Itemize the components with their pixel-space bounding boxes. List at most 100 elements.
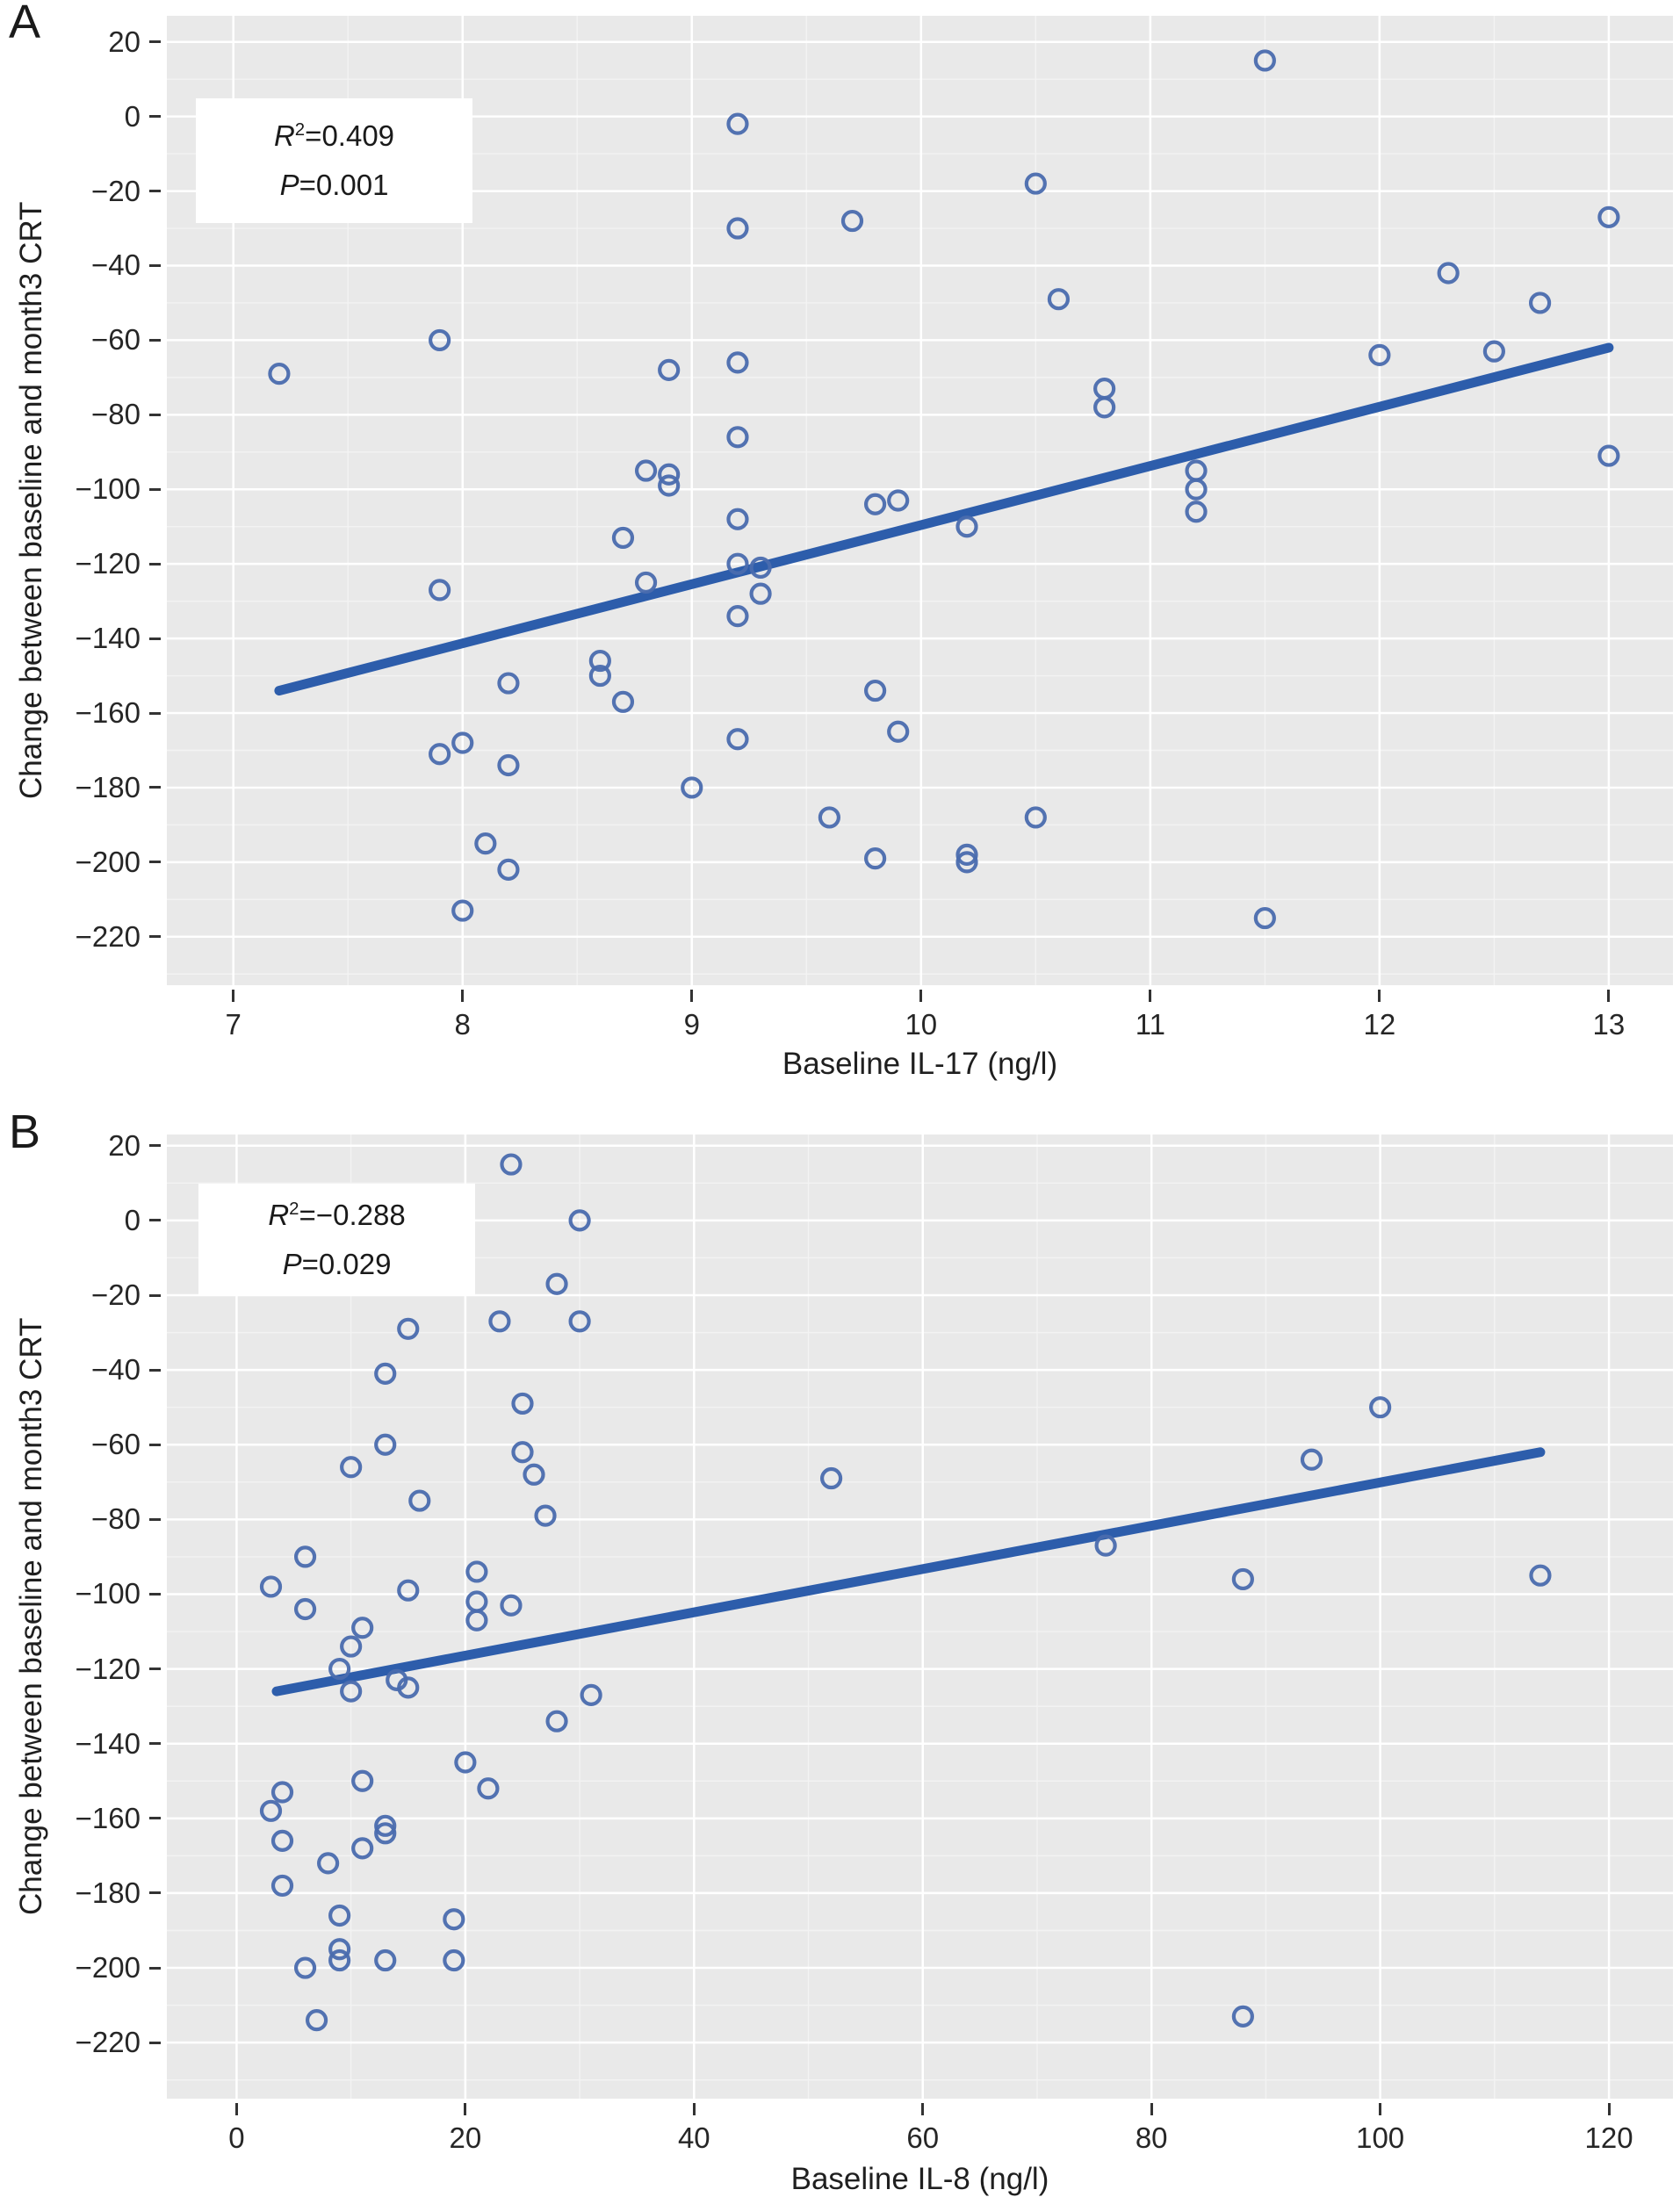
- data-point: [500, 1153, 523, 1176]
- data-point: [429, 328, 451, 352]
- data-point: [465, 1609, 488, 1632]
- x-tick-mark: [1149, 990, 1152, 1002]
- regression-line-A: [274, 342, 1614, 696]
- data-point: [1185, 459, 1208, 482]
- p-value: =0.029: [301, 1248, 392, 1280]
- data-point: [497, 672, 520, 695]
- y-tick-label: −80: [91, 398, 141, 431]
- data-point: [726, 217, 749, 240]
- data-point: [340, 1680, 363, 1703]
- data-point: [1253, 906, 1276, 930]
- y-tick-label: −120: [75, 547, 141, 580]
- data-point: [545, 1710, 568, 1732]
- data-point: [545, 1272, 568, 1295]
- y-tick-label: 20: [108, 25, 141, 58]
- data-point: [351, 1617, 374, 1639]
- stats-box-a: R2=0.409 P=0.001: [196, 98, 472, 223]
- y-tick-mark: [149, 1966, 161, 1970]
- data-point: [328, 1938, 351, 1961]
- data-point: [726, 728, 749, 751]
- data-point: [1597, 444, 1620, 467]
- data-point: [497, 753, 520, 777]
- data-point: [726, 605, 749, 628]
- stats-box-b: R2=−0.288 P=0.029: [198, 1184, 475, 1296]
- y-tick-mark: [149, 637, 161, 640]
- y-tick-label: −160: [75, 1801, 141, 1834]
- p-symbol: P: [279, 169, 299, 201]
- x-tick-label: 120: [1584, 2121, 1633, 2154]
- y-tick-mark: [149, 861, 161, 864]
- data-point: [611, 526, 635, 550]
- data-point: [955, 843, 978, 866]
- y-tick-label: −40: [91, 1353, 141, 1387]
- y-tick-mark: [149, 413, 161, 416]
- data-point: [1185, 478, 1208, 501]
- x-tick-label: 8: [454, 1008, 471, 1041]
- data-point: [351, 1769, 374, 1792]
- y-tick-label: 20: [108, 1128, 141, 1162]
- data-point: [1528, 292, 1552, 314]
- data-point: [1024, 172, 1047, 195]
- y-tick-mark: [149, 1592, 161, 1596]
- data-point: [523, 1463, 545, 1486]
- x-tick-mark: [1378, 990, 1381, 1002]
- x-tick-mark: [690, 990, 694, 1002]
- data-point: [328, 1657, 351, 1681]
- r-exponent: 2: [294, 119, 306, 140]
- y-tick-label: −160: [75, 696, 141, 730]
- data-point: [374, 1948, 397, 1972]
- y-tick-label: −140: [75, 1726, 141, 1760]
- data-point: [270, 1874, 294, 1898]
- y-tick-mark: [149, 1817, 161, 1820]
- y-tick-label: −100: [75, 1577, 141, 1610]
- data-point: [863, 847, 887, 870]
- y-tick-mark: [149, 1144, 161, 1148]
- y-tick-mark: [149, 1668, 161, 1671]
- data-point: [454, 1751, 477, 1774]
- data-point: [568, 1209, 591, 1232]
- data-point: [340, 1456, 363, 1479]
- data-point: [351, 1837, 374, 1860]
- r-value: =−0.288: [299, 1199, 406, 1231]
- data-point: [429, 743, 451, 766]
- data-point: [580, 1683, 602, 1706]
- data-point: [328, 1948, 351, 1972]
- x-tick-mark: [1150, 2103, 1153, 2115]
- data-point: [1482, 340, 1505, 363]
- y-tick-label: −220: [75, 919, 141, 953]
- data-point: [305, 2009, 328, 2032]
- data-point: [634, 571, 658, 594]
- data-point: [1185, 501, 1208, 523]
- data-point: [474, 832, 497, 855]
- x-tick-label: 100: [1356, 2121, 1405, 2154]
- y-tick-label: −60: [91, 1428, 141, 1461]
- y-tick-mark: [149, 263, 161, 267]
- y-tick-label: −100: [75, 472, 141, 506]
- x-tick-label: 11: [1135, 1008, 1165, 1041]
- data-point: [488, 1310, 511, 1333]
- x-tick-mark: [1607, 990, 1611, 1002]
- y-tick-mark: [149, 190, 161, 193]
- data-point: [374, 1814, 397, 1837]
- data-point: [511, 1441, 534, 1464]
- panel-b-label: B: [9, 1106, 41, 1158]
- data-point: [270, 1829, 294, 1852]
- y-tick-mark: [149, 935, 161, 939]
- y-tick-mark: [149, 1293, 161, 1297]
- data-point: [534, 1504, 557, 1527]
- data-point: [1253, 49, 1276, 72]
- x-tick-mark: [464, 2103, 467, 2115]
- data-point: [1529, 1564, 1552, 1587]
- x-tick-label: 80: [1135, 2121, 1168, 2154]
- data-point: [1368, 343, 1391, 366]
- y-tick-mark: [149, 1443, 161, 1446]
- data-point: [726, 552, 749, 575]
- data-point: [293, 1597, 317, 1621]
- y-tick-label: −60: [91, 323, 141, 357]
- data-point: [374, 1822, 397, 1845]
- y-tick-mark: [149, 1219, 161, 1222]
- data-point: [1047, 288, 1071, 311]
- y-tick-mark: [149, 338, 161, 342]
- data-point: [588, 664, 611, 688]
- data-point: [293, 1545, 317, 1568]
